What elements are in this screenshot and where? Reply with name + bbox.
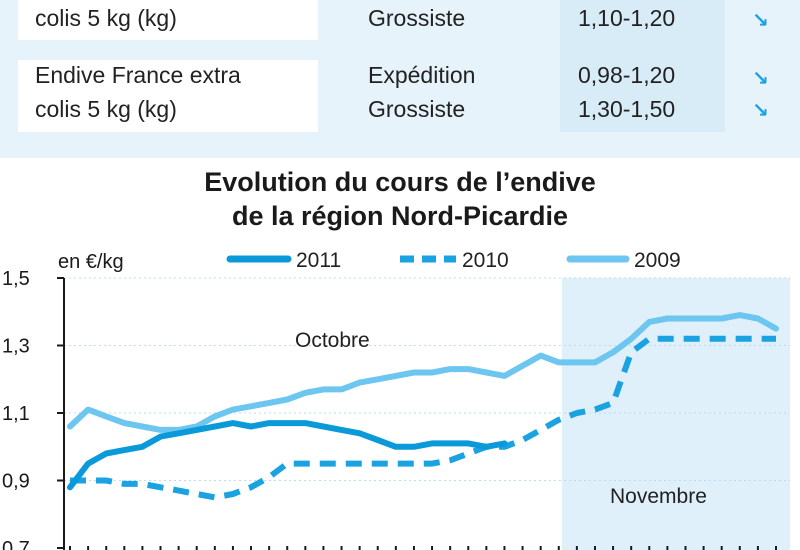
series-lines bbox=[67, 312, 779, 501]
legend-label-2010: 2010 bbox=[462, 249, 509, 272]
period-label-octobre: Octobre bbox=[295, 329, 370, 352]
legend-label-2011: 2011 bbox=[296, 249, 341, 272]
stage-label: Expédition bbox=[368, 62, 476, 88]
series-line-2011 bbox=[67, 420, 508, 491]
price-table: colis 5 kg (kg) Grossiste 1,10-1,20 ↘ En… bbox=[0, 0, 800, 158]
price-value: 1,30-1,50 bbox=[578, 96, 676, 122]
product-label: colis 5 kg (kg) bbox=[35, 5, 177, 31]
chart-title-line: Evolution du cours de l’endive bbox=[204, 167, 596, 197]
legend-label-2009: 2009 bbox=[634, 249, 681, 272]
gridlines bbox=[64, 277, 790, 481]
table-cell-bg bbox=[18, 0, 318, 40]
x-axis-ticks bbox=[69, 546, 777, 550]
down-right-arrow-icon: ↘ bbox=[752, 10, 769, 32]
product-label: Endive France extra bbox=[35, 62, 241, 88]
stage-label: Grossiste bbox=[368, 96, 466, 122]
y-tick-label: 1,3 bbox=[2, 336, 30, 358]
novembre-period-background bbox=[561, 278, 790, 550]
down-right-arrow-icon: ↘ bbox=[752, 68, 769, 90]
y-tick-label: 0,9 bbox=[2, 471, 30, 493]
y-tick-label: 1,5 bbox=[2, 268, 30, 290]
down-right-arrow-icon: ↘ bbox=[752, 100, 769, 122]
y-axis-ticks: 1,5 1,3 1,1 0,9 0,7 bbox=[2, 268, 64, 550]
legend: 2011 2010 2009 bbox=[226, 249, 681, 272]
stage-label: Grossiste bbox=[368, 5, 466, 31]
table-cell-bg bbox=[18, 60, 318, 132]
unit-label: en €/kg bbox=[58, 251, 124, 273]
price-column-bg bbox=[560, 0, 725, 132]
price-value: 1,10-1,20 bbox=[578, 5, 676, 31]
series-line-2009 bbox=[67, 312, 779, 433]
y-tick-label: 0,7 bbox=[2, 538, 30, 550]
chart-title: Evolution du cours de l’endive de la rég… bbox=[0, 165, 800, 233]
product-label: colis 5 kg (kg) bbox=[35, 96, 177, 122]
chart-title-line: de la région Nord-Picardie bbox=[231, 201, 569, 231]
price-value: 0,98-1,20 bbox=[578, 62, 676, 88]
period-label-novembre: Novembre bbox=[610, 485, 707, 508]
y-tick-label: 1,1 bbox=[2, 403, 30, 425]
series-line-2010 bbox=[70, 335, 776, 501]
